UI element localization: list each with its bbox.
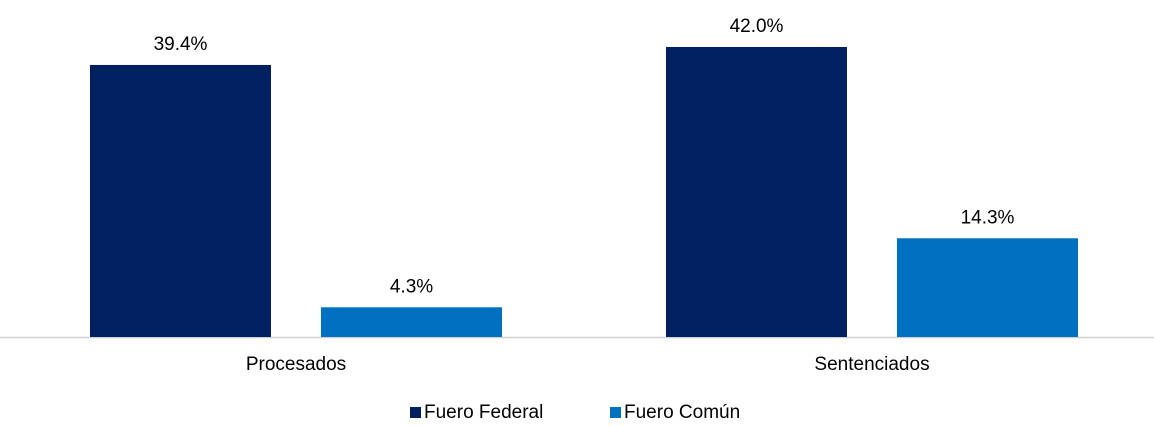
data-label: 4.3% — [390, 276, 433, 297]
legend-swatch — [610, 407, 621, 418]
legend-swatch — [410, 407, 421, 418]
data-label: 42.0% — [730, 16, 784, 37]
bar — [666, 47, 847, 337]
legend-label: Fuero Federal — [424, 402, 543, 423]
data-label: 14.3% — [961, 207, 1015, 228]
bar — [321, 307, 502, 337]
legend-label: Fuero Común — [624, 402, 740, 423]
x-tick-label: Procesados — [246, 354, 346, 375]
x-tick-label: Sentenciados — [814, 354, 929, 375]
bar — [90, 64, 271, 337]
data-label: 39.4% — [154, 34, 208, 55]
bar — [897, 238, 1078, 337]
